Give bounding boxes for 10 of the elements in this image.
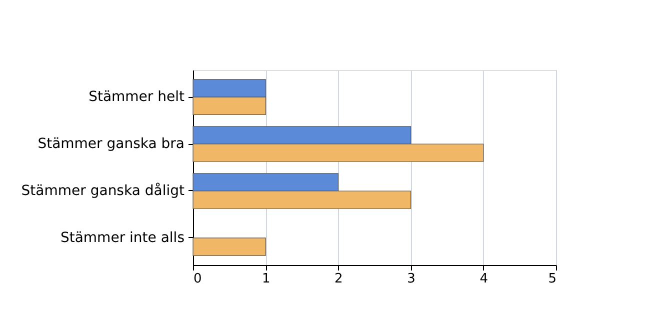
x-tick-label: 4 — [480, 272, 488, 286]
y-tick-label: Stämmer inte alls — [60, 230, 184, 246]
x-tick-label: 1 — [262, 272, 270, 286]
y-tick-label: Stämmer helt — [88, 89, 186, 106]
y-tick-label: Stämmer ganska dåligt — [21, 182, 185, 199]
x-tick-label: 2 — [334, 272, 343, 286]
x-tick-label: 3 — [407, 272, 416, 286]
y-tick-label: Stämmer ganska bra — [38, 136, 184, 152]
x-tick-label: 0 — [194, 272, 202, 286]
x-tick-label: 5 — [548, 272, 556, 286]
